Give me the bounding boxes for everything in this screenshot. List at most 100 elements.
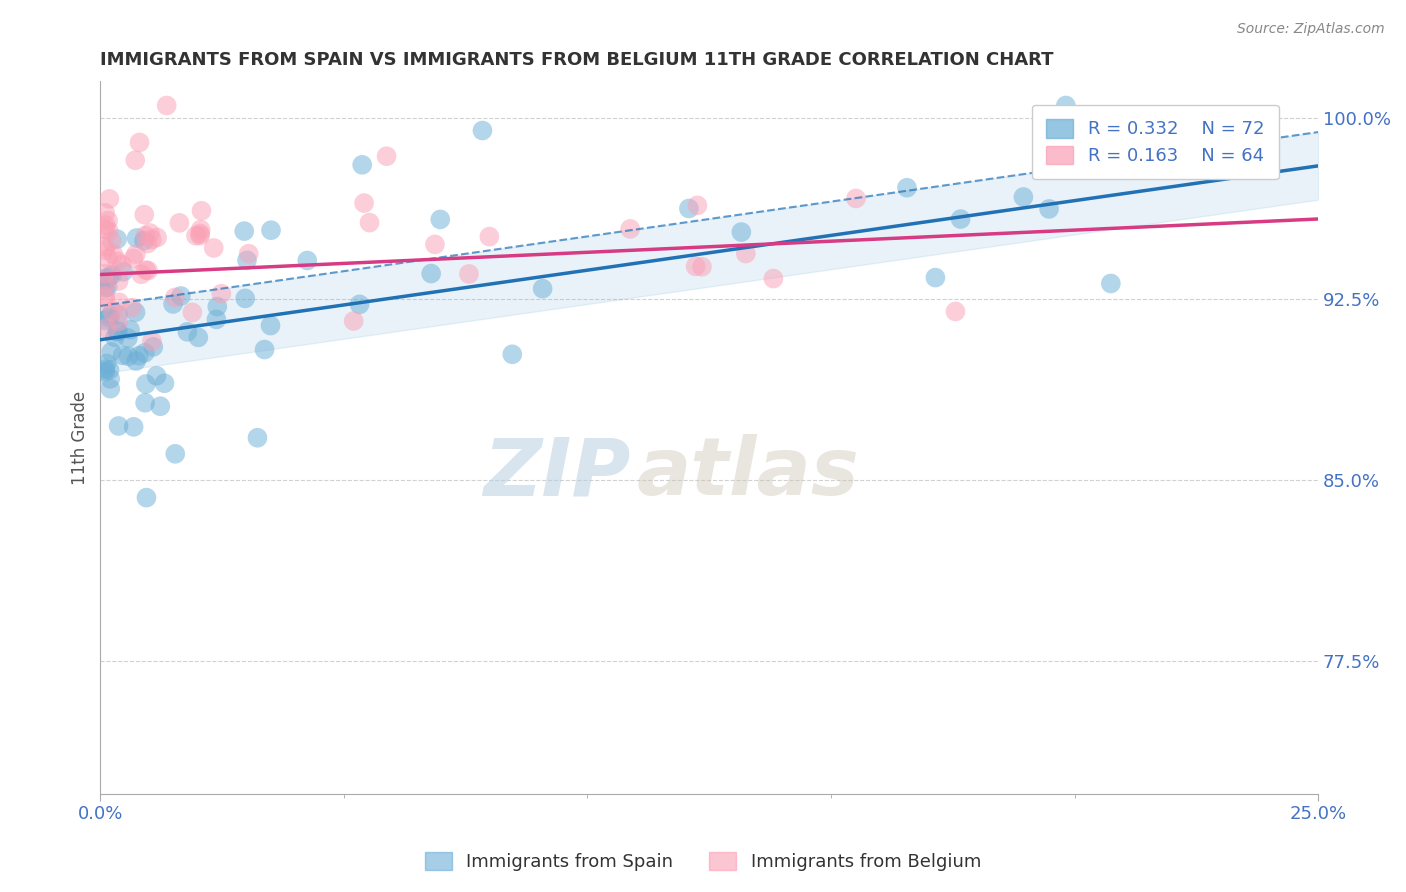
Point xyxy=(188,227,211,241)
Point xyxy=(122,252,145,266)
Point xyxy=(165,447,187,461)
Point xyxy=(98,372,121,386)
Point xyxy=(1012,190,1035,204)
Point xyxy=(96,356,118,370)
Point xyxy=(111,348,134,362)
Point xyxy=(202,241,225,255)
Text: atlas: atlas xyxy=(636,434,859,512)
Point xyxy=(734,246,756,260)
Point xyxy=(253,343,276,357)
Point xyxy=(163,290,186,304)
Point xyxy=(176,325,198,339)
Point xyxy=(94,267,117,281)
Point xyxy=(188,228,211,243)
Point xyxy=(96,321,118,335)
Point xyxy=(678,202,700,216)
Point xyxy=(117,349,139,363)
Point xyxy=(619,222,641,236)
Point xyxy=(94,243,117,257)
Point xyxy=(97,270,120,285)
Point xyxy=(1038,202,1060,216)
Point xyxy=(94,222,117,236)
Point xyxy=(98,363,121,377)
Text: IMMIGRANTS FROM SPAIN VS IMMIGRANTS FROM BELGIUM 11TH GRADE CORRELATION CHART: IMMIGRANTS FROM SPAIN VS IMMIGRANTS FROM… xyxy=(100,51,1054,69)
Point xyxy=(107,314,129,328)
Point xyxy=(94,277,117,291)
Point xyxy=(478,229,501,244)
Point xyxy=(187,330,209,344)
Point xyxy=(98,382,121,396)
Point xyxy=(184,228,207,243)
Point xyxy=(124,153,146,168)
Point xyxy=(762,271,785,285)
Point xyxy=(375,149,398,163)
Point xyxy=(209,286,232,301)
Point xyxy=(170,289,193,303)
Point xyxy=(136,263,159,277)
Point xyxy=(125,231,148,245)
Point xyxy=(207,300,229,314)
Point xyxy=(205,312,228,326)
Point xyxy=(122,420,145,434)
Point xyxy=(169,216,191,230)
Point xyxy=(97,310,120,325)
Y-axis label: 11th Grade: 11th Grade xyxy=(72,391,89,484)
Point xyxy=(690,260,713,274)
Point xyxy=(125,247,148,261)
Point xyxy=(1099,277,1122,291)
Point xyxy=(145,368,167,383)
Point xyxy=(190,203,212,218)
Point xyxy=(107,419,129,434)
Point xyxy=(111,258,134,272)
Point xyxy=(98,309,121,323)
Point xyxy=(471,123,494,137)
Point xyxy=(97,224,120,238)
Point xyxy=(420,267,443,281)
Point xyxy=(117,331,139,345)
Point xyxy=(135,376,157,391)
Point xyxy=(136,236,159,251)
Point xyxy=(233,224,256,238)
Text: ZIP: ZIP xyxy=(482,434,630,512)
Point xyxy=(458,267,481,281)
Point xyxy=(97,280,120,294)
Point xyxy=(97,252,120,266)
Point xyxy=(236,253,259,268)
Point xyxy=(134,228,156,243)
Point xyxy=(190,222,212,236)
Point xyxy=(531,282,554,296)
Legend: R = 0.332    N = 72, R = 0.163    N = 64: R = 0.332 N = 72, R = 0.163 N = 64 xyxy=(1032,104,1278,179)
Point xyxy=(260,223,283,237)
Point xyxy=(135,491,157,505)
Point xyxy=(156,98,179,112)
Point xyxy=(125,354,148,368)
Point xyxy=(141,334,163,349)
Point xyxy=(94,240,117,254)
Text: Source: ZipAtlas.com: Source: ZipAtlas.com xyxy=(1237,22,1385,37)
Point xyxy=(896,180,918,194)
Point xyxy=(924,270,946,285)
Point xyxy=(423,237,446,252)
Point xyxy=(94,206,117,220)
Point xyxy=(104,330,127,344)
Point xyxy=(128,136,150,150)
Point xyxy=(297,253,319,268)
Point xyxy=(730,225,752,239)
Point xyxy=(153,376,176,391)
Point xyxy=(139,226,162,240)
Point xyxy=(845,191,868,205)
Point xyxy=(134,396,156,410)
Point xyxy=(134,345,156,359)
Point xyxy=(162,297,184,311)
Point xyxy=(141,233,163,247)
Point xyxy=(429,212,451,227)
Point xyxy=(112,265,135,279)
Point xyxy=(121,301,143,315)
Point xyxy=(146,230,169,244)
Point xyxy=(685,260,707,274)
Point xyxy=(135,263,157,277)
Point xyxy=(349,297,371,311)
Point xyxy=(107,274,129,288)
Point xyxy=(238,246,260,260)
Point xyxy=(108,295,131,310)
